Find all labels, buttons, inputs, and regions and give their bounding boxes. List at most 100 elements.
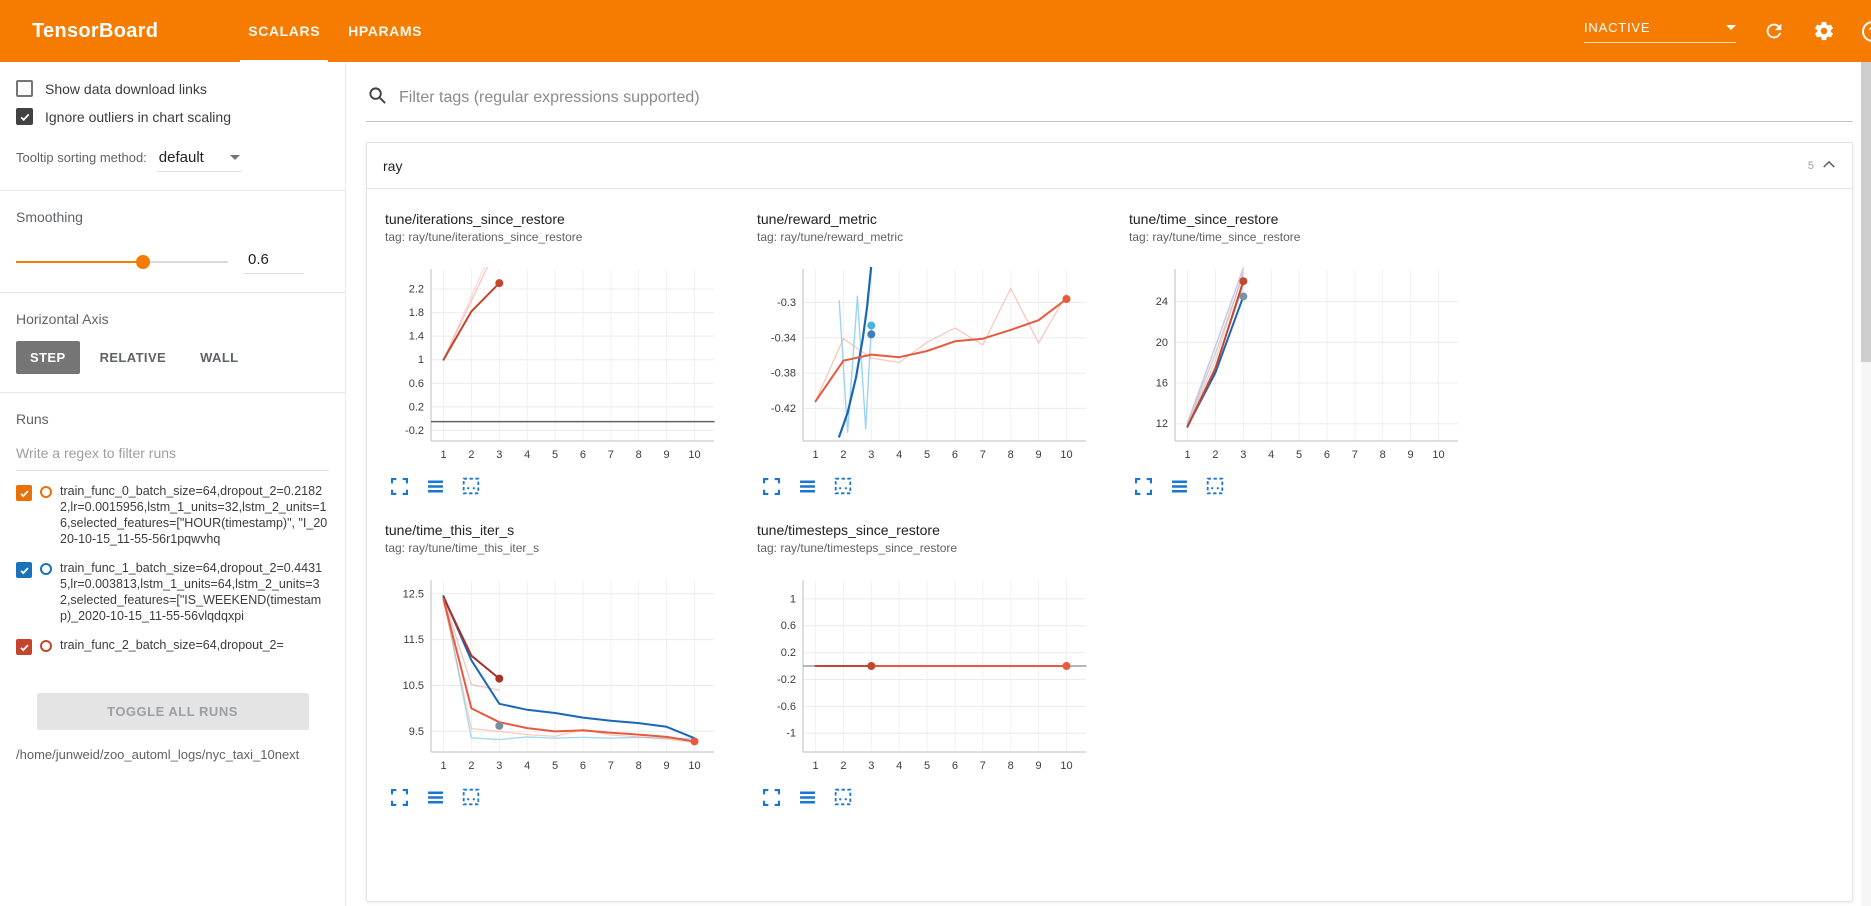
- svg-text:-0.2: -0.2: [777, 674, 796, 686]
- chart-plot[interactable]: -1 -0.6 -0.2 0.2 0.6 1 1 2 3 4 5 6 7 8 9 10: [757, 571, 1103, 783]
- svg-text:7: 7: [608, 760, 614, 772]
- run-radio[interactable]: [40, 486, 52, 498]
- chart-actions: [1129, 472, 1475, 496]
- chart-title: tune/time_since_restore: [1129, 211, 1279, 227]
- smoothing-thumb[interactable]: [136, 254, 151, 269]
- chart-plot[interactable]: -0.2 0.2 0.6 1 1.4 1.8 2.2 1 2 3 4 5 6 7 8 9 10: [385, 260, 731, 472]
- tab-scalars[interactable]: SCALARS: [234, 0, 334, 62]
- axis-step-button[interactable]: STEP: [16, 341, 80, 374]
- fit-domain-icon[interactable]: [833, 787, 853, 807]
- charts-grid: tune/iterations_since_restore tag: ray/t…: [367, 189, 1852, 817]
- smoothing-value[interactable]: 0.6: [244, 249, 304, 274]
- main-nav: SCALARS HPARAMS: [234, 0, 436, 62]
- axis-wall-button[interactable]: WALL: [186, 341, 252, 374]
- tag-filter-input[interactable]: [399, 89, 1851, 107]
- svg-text:1.8: 1.8: [409, 307, 424, 319]
- svg-text:8: 8: [636, 760, 642, 772]
- chart-plot[interactable]: 9.5 10.5 11.5 12.5 1 2 3 4 5 6 7 8 9 10: [385, 571, 731, 783]
- svg-text:7: 7: [980, 760, 986, 772]
- run-row[interactable]: train_func_0_batch_size=64,dropout_2=0.2…: [16, 483, 329, 547]
- help-icon[interactable]: ?: [1862, 20, 1871, 42]
- chevron-up-icon[interactable]: [1822, 157, 1836, 175]
- run-radio[interactable]: [40, 640, 52, 652]
- svg-text:16: 16: [1156, 377, 1168, 389]
- page-scrollbar[interactable]: [1861, 62, 1871, 906]
- svg-text:1: 1: [1184, 449, 1190, 461]
- ignore-outliers-checkbox[interactable]: [16, 108, 33, 125]
- svg-text:8: 8: [636, 449, 642, 461]
- svg-text:4: 4: [896, 449, 902, 461]
- svg-text:6: 6: [580, 760, 586, 772]
- divider: [0, 190, 345, 191]
- svg-text:24: 24: [1156, 296, 1168, 308]
- expand-chart-icon[interactable]: [761, 476, 781, 496]
- fit-domain-icon[interactable]: [461, 787, 481, 807]
- chart-plot[interactable]: -0.42 -0.38 -0.34 -0.3 1 2 3 4 5 6 7 8 9 10: [757, 260, 1103, 472]
- fit-domain-icon[interactable]: [1205, 476, 1225, 496]
- svg-text:8: 8: [1008, 449, 1014, 461]
- settings-gear-icon[interactable]: [1812, 19, 1836, 43]
- show-download-links-checkbox[interactable]: [16, 80, 33, 97]
- expand-chart-icon[interactable]: [761, 787, 781, 807]
- show-download-links-row[interactable]: Show data download links: [16, 80, 329, 97]
- chart-plot[interactable]: 12 16 20 24 1 2 3 4 5 6 7 8 9 10: [1129, 260, 1475, 472]
- smoothing-slider[interactable]: [16, 254, 228, 269]
- runs-selector-icon[interactable]: [797, 476, 817, 496]
- run-checkbox[interactable]: [16, 485, 32, 501]
- svg-text:6: 6: [952, 449, 958, 461]
- runs-label: Runs: [16, 411, 49, 427]
- axis-relative-button[interactable]: RELATIVE: [86, 341, 181, 374]
- svg-text:6: 6: [1324, 449, 1330, 461]
- runs-selector-icon[interactable]: [425, 787, 445, 807]
- chart-card: tune/time_since_restore tag: ray/tune/ti…: [1129, 211, 1475, 496]
- runs-filter-input[interactable]: [16, 437, 329, 471]
- run-name: train_func_2_batch_size=64,dropout_2=: [60, 638, 284, 652]
- svg-text:7: 7: [1352, 449, 1358, 461]
- ignore-outliers-label: Ignore outliers in chart scaling: [45, 108, 231, 125]
- tab-hparams[interactable]: HPARAMS: [348, 23, 423, 39]
- svg-text:3: 3: [868, 449, 874, 461]
- expand-chart-icon[interactable]: [1133, 476, 1153, 496]
- run-checkbox[interactable]: [16, 639, 32, 655]
- svg-text:-0.3: -0.3: [777, 297, 796, 309]
- svg-text:10: 10: [688, 449, 700, 461]
- svg-text:10: 10: [1060, 760, 1072, 772]
- header-actions: INACTIVE ?: [1584, 19, 1871, 43]
- run-row[interactable]: train_func_2_batch_size=64,dropout_2=: [16, 637, 329, 655]
- status-select[interactable]: INACTIVE: [1584, 20, 1736, 43]
- svg-text:9: 9: [1036, 449, 1042, 461]
- chart-title: tune/reward_metric: [757, 211, 877, 227]
- svg-text:9.5: 9.5: [409, 726, 424, 738]
- runs-selector-icon[interactable]: [797, 787, 817, 807]
- category-header[interactable]: ray 5: [367, 143, 1852, 189]
- expand-chart-icon[interactable]: [389, 476, 409, 496]
- run-checkbox[interactable]: [16, 562, 32, 578]
- chart-tag: tag: ray/tune/reward_metric: [757, 230, 904, 244]
- svg-text:4: 4: [524, 449, 530, 461]
- divider: [0, 292, 345, 293]
- svg-text:9: 9: [664, 760, 670, 772]
- fit-domain-icon[interactable]: [461, 476, 481, 496]
- svg-text:1: 1: [440, 449, 446, 461]
- fit-domain-icon[interactable]: [833, 476, 853, 496]
- tooltip-sorting-select[interactable]: default: [156, 147, 242, 172]
- svg-text:5: 5: [552, 760, 558, 772]
- svg-text:4: 4: [1268, 449, 1274, 461]
- svg-text:-0.38: -0.38: [771, 368, 796, 380]
- runs-selector-icon[interactable]: [1169, 476, 1189, 496]
- chart-tag: tag: ray/tune/time_since_restore: [1129, 230, 1301, 244]
- refresh-icon[interactable]: [1762, 19, 1786, 43]
- svg-text:2: 2: [468, 449, 474, 461]
- chart-tag: tag: ray/tune/time_this_iter_s: [385, 541, 540, 555]
- runs-selector-icon[interactable]: [425, 476, 445, 496]
- run-row[interactable]: train_func_1_batch_size=64,dropout_2=0.4…: [16, 560, 329, 624]
- svg-text:-0.2: -0.2: [405, 425, 424, 437]
- run-radio[interactable]: [40, 563, 52, 575]
- ignore-outliers-row[interactable]: Ignore outliers in chart scaling: [16, 108, 329, 125]
- chart-title: tune/timesteps_since_restore: [757, 522, 940, 538]
- svg-text:0.2: 0.2: [781, 647, 796, 659]
- expand-chart-icon[interactable]: [389, 787, 409, 807]
- svg-text:2: 2: [840, 449, 846, 461]
- scrollbar-thumb[interactable]: [1861, 62, 1871, 362]
- toggle-all-runs-button[interactable]: TOGGLE ALL RUNS: [36, 693, 309, 730]
